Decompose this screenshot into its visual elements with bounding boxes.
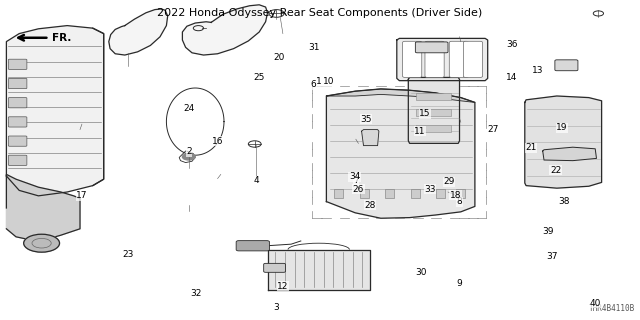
Text: 32: 32	[190, 289, 202, 298]
Polygon shape	[543, 147, 596, 161]
Text: FR.: FR.	[52, 33, 72, 43]
Text: 36: 36	[506, 40, 518, 49]
Bar	[456, 189, 465, 198]
Text: 17: 17	[76, 191, 88, 200]
Polygon shape	[109, 9, 168, 55]
Bar	[416, 109, 451, 116]
FancyBboxPatch shape	[8, 155, 27, 165]
Text: 21: 21	[525, 143, 537, 152]
Bar	[416, 93, 451, 100]
Text: 31: 31	[308, 44, 319, 52]
FancyBboxPatch shape	[8, 98, 27, 108]
Text: 26: 26	[353, 185, 364, 194]
Text: 1: 1	[316, 77, 321, 86]
Text: 24: 24	[183, 104, 195, 113]
Circle shape	[182, 154, 195, 160]
Text: 39: 39	[542, 227, 554, 236]
Polygon shape	[326, 89, 475, 102]
FancyBboxPatch shape	[403, 41, 422, 77]
Bar	[360, 189, 369, 198]
FancyBboxPatch shape	[8, 117, 27, 127]
Text: 19: 19	[556, 124, 568, 132]
Text: 40: 40	[589, 299, 601, 308]
FancyBboxPatch shape	[555, 60, 578, 71]
Bar	[334, 189, 343, 198]
Text: 37: 37	[546, 252, 557, 261]
Text: 9: 9	[457, 279, 462, 288]
Text: 12: 12	[277, 282, 289, 291]
Text: 14: 14	[506, 73, 518, 82]
Text: 38: 38	[559, 197, 570, 206]
Polygon shape	[408, 77, 460, 143]
Text: 3: 3	[274, 303, 279, 312]
Bar	[436, 189, 445, 198]
FancyBboxPatch shape	[236, 241, 269, 251]
FancyBboxPatch shape	[415, 42, 448, 53]
Text: 11: 11	[414, 127, 426, 136]
Polygon shape	[6, 174, 80, 242]
Text: 2022 Honda Odyssey Rear Seat Components (Driver Side): 2022 Honda Odyssey Rear Seat Components …	[157, 8, 483, 18]
Polygon shape	[397, 38, 488, 81]
Text: 30: 30	[415, 268, 427, 277]
Text: 13: 13	[532, 66, 543, 75]
FancyBboxPatch shape	[264, 263, 285, 272]
Text: 15: 15	[419, 109, 431, 118]
Circle shape	[24, 234, 60, 252]
FancyBboxPatch shape	[8, 59, 27, 69]
Text: 27: 27	[487, 125, 499, 134]
Text: 33: 33	[424, 185, 436, 194]
Text: 16: 16	[212, 137, 223, 146]
Polygon shape	[525, 96, 602, 188]
Polygon shape	[326, 89, 475, 218]
Polygon shape	[6, 26, 104, 196]
Text: 22: 22	[550, 166, 561, 175]
Text: THR4B4110B: THR4B4110B	[589, 304, 635, 313]
Text: 25: 25	[253, 73, 264, 82]
FancyBboxPatch shape	[8, 78, 27, 89]
Text: 20: 20	[273, 53, 285, 62]
FancyBboxPatch shape	[449, 41, 468, 77]
Text: 35: 35	[360, 115, 372, 124]
Polygon shape	[182, 5, 268, 55]
Text: 10: 10	[323, 77, 334, 86]
FancyBboxPatch shape	[425, 41, 444, 77]
Bar	[416, 125, 451, 132]
Text: 18: 18	[450, 191, 461, 200]
Text: 34: 34	[349, 172, 360, 181]
Polygon shape	[268, 250, 370, 290]
Bar	[385, 189, 394, 198]
Text: 23: 23	[122, 250, 134, 259]
Text: 28: 28	[364, 201, 376, 210]
Text: 29: 29	[444, 177, 455, 186]
Polygon shape	[362, 130, 379, 146]
Text: 4: 4	[253, 176, 259, 185]
Text: 7: 7	[353, 176, 358, 185]
Bar	[411, 189, 420, 198]
FancyBboxPatch shape	[8, 136, 27, 146]
Text: 2: 2	[186, 148, 191, 156]
FancyBboxPatch shape	[463, 41, 483, 77]
Text: 8: 8	[457, 197, 462, 206]
Text: 6: 6	[311, 80, 316, 89]
